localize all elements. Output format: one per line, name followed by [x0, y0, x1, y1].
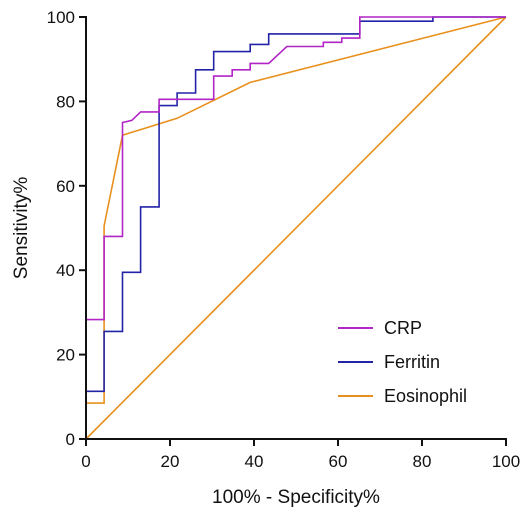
reference-diagonal-line: [85, 16, 507, 440]
x-tick-label: 100: [492, 452, 520, 471]
y-tick-label: 60: [56, 177, 75, 196]
y-tick-label: 40: [56, 261, 75, 280]
x-tick-label: 80: [413, 452, 432, 471]
y-axis-label: Sensitivity%: [11, 177, 32, 280]
x-axis-label: 100% - Specificity%: [212, 487, 380, 508]
x-tick-label: 60: [329, 452, 348, 471]
y-tick-label: 100: [47, 8, 75, 27]
axis-ticks: 0 20 40 60 80 100 0 20 40 60 80 100: [47, 8, 521, 471]
plot-lines: [85, 16, 507, 440]
series-line-crp: [85, 16, 506, 439]
legend-label-ferritin: Ferritin: [384, 352, 440, 372]
series-line-eosinophil: [85, 16, 507, 439]
y-tick-label: 80: [56, 92, 75, 111]
x-tick-label: 0: [81, 452, 90, 471]
y-tick-label: 20: [56, 346, 75, 365]
legend-label-crp: CRP: [384, 318, 422, 338]
x-tick-label: 40: [245, 452, 264, 471]
legend-label-eosinophil: Eosinophil: [384, 386, 467, 406]
x-tick-label: 20: [161, 452, 180, 471]
y-tick-label: 0: [66, 430, 75, 449]
legend: CRP Ferritin Eosinophil: [338, 318, 467, 406]
